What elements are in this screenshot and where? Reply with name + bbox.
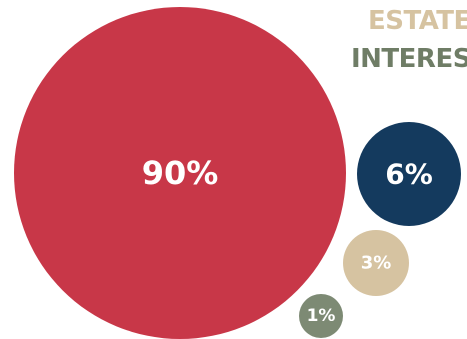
bubble-6-label: 6% bbox=[385, 157, 433, 191]
bubble-3-label: 3% bbox=[360, 252, 392, 274]
bubble-90-label: 90% bbox=[141, 154, 219, 192]
bubble-1 bbox=[299, 294, 343, 338]
side-label-interest: INTERES bbox=[351, 44, 467, 74]
bubble-1-label: 1% bbox=[306, 306, 336, 326]
bubble-90 bbox=[14, 7, 346, 339]
bubble-6 bbox=[357, 122, 461, 226]
side-label-estate: ESTATE bbox=[368, 6, 467, 36]
bubble-3 bbox=[343, 230, 409, 296]
